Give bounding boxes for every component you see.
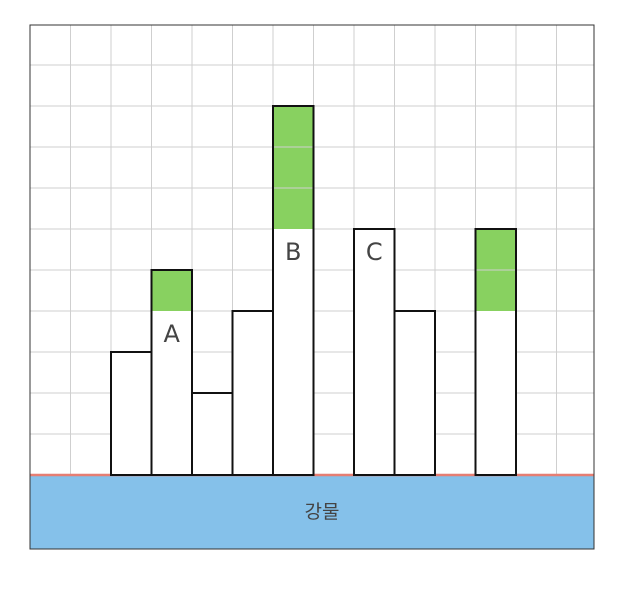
building: A <box>150 269 193 476</box>
building <box>191 392 234 476</box>
building-outline <box>393 310 436 476</box>
building <box>474 228 517 476</box>
building-body <box>192 393 233 475</box>
building <box>110 351 153 476</box>
river-label: 강물 <box>305 501 340 523</box>
building: B <box>272 105 315 476</box>
building-body <box>394 311 435 475</box>
building-label: B <box>285 238 301 266</box>
river-water <box>30 475 594 549</box>
building-outline <box>150 269 193 476</box>
building-outline <box>474 228 517 476</box>
building <box>393 310 436 476</box>
buildings: A B C <box>110 105 517 476</box>
diagram-frame <box>29 24 595 550</box>
building <box>231 310 274 476</box>
building-label: C <box>366 238 383 266</box>
building-body <box>111 352 152 475</box>
building-body <box>232 311 273 475</box>
building: C <box>353 228 396 476</box>
building-highlight <box>273 106 314 229</box>
building-outline <box>272 105 315 476</box>
building-body <box>354 229 395 475</box>
building-label: A <box>164 320 181 348</box>
building-highlight <box>151 270 192 311</box>
